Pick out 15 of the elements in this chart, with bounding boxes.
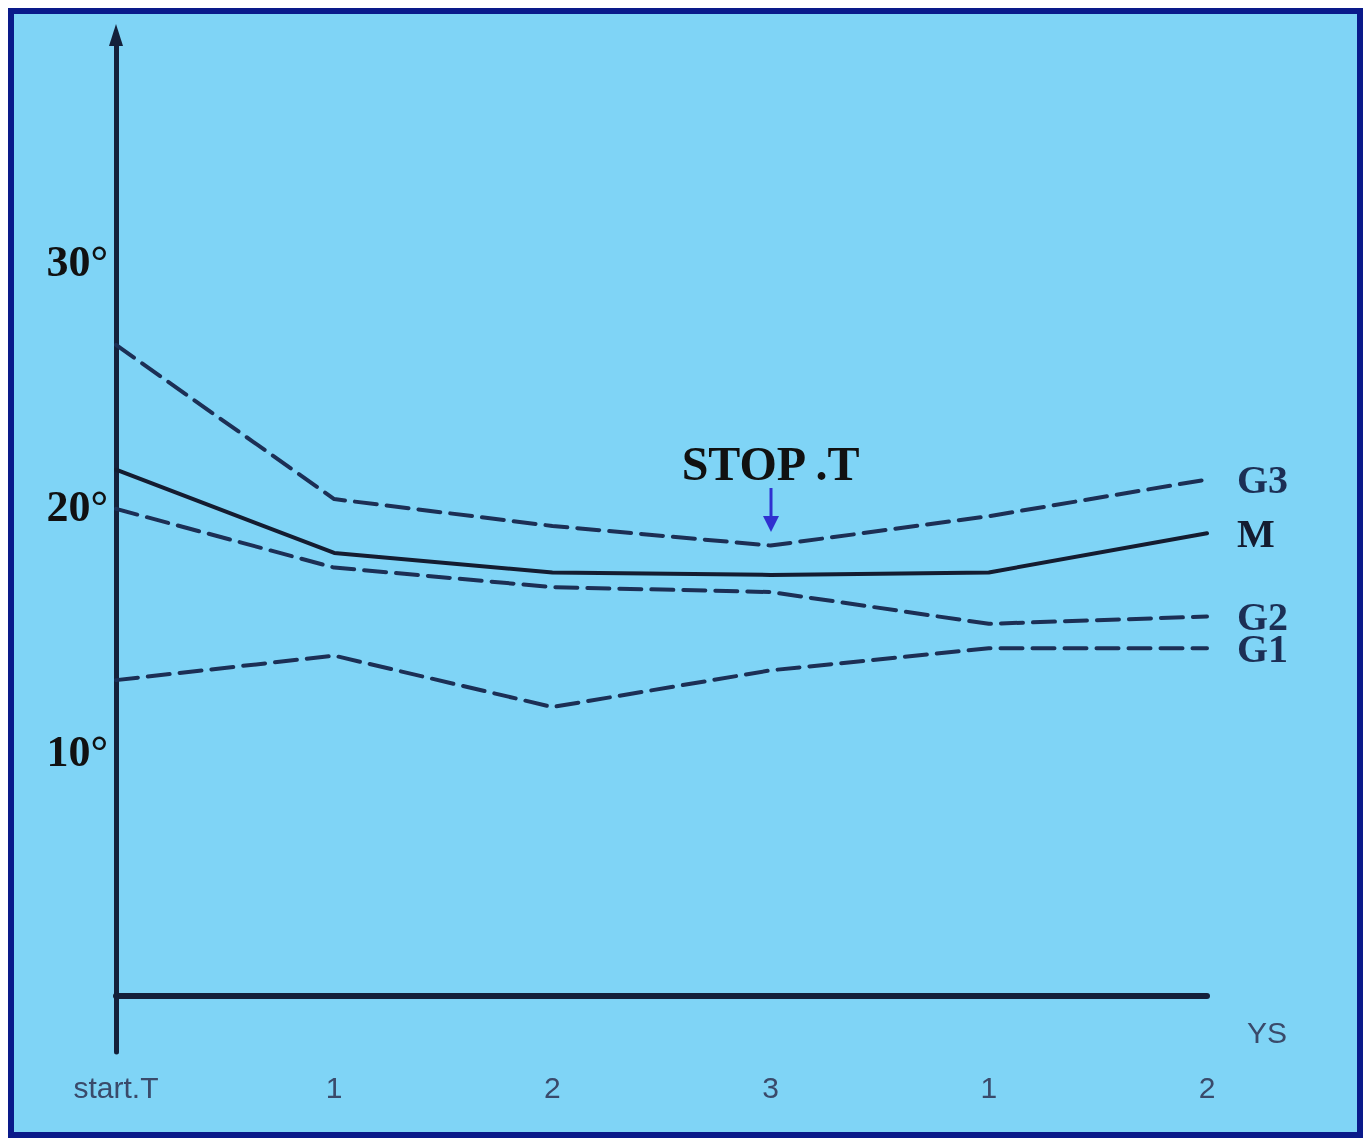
x-tick-label: 3 bbox=[762, 1070, 779, 1104]
y-tick-label: 30° bbox=[46, 237, 108, 287]
x-tick-label: start.T bbox=[73, 1070, 159, 1104]
y-tick-label: 20° bbox=[46, 481, 108, 531]
series-label: M bbox=[1237, 510, 1275, 556]
x-tick-label: 2 bbox=[544, 1070, 561, 1104]
y-tick-label: 10° bbox=[46, 726, 108, 776]
x-tick-label: 1 bbox=[325, 1070, 343, 1104]
series-label: G3 bbox=[1237, 457, 1289, 502]
x-tick-label: 2 bbox=[1198, 1070, 1216, 1104]
line-series bbox=[114, 646, 1209, 710]
line-series bbox=[114, 506, 1209, 626]
annotation: STOP .T bbox=[681, 435, 860, 491]
x-tick-label: 1 bbox=[980, 1070, 998, 1104]
x-axis-title: YS bbox=[1247, 1016, 1288, 1050]
